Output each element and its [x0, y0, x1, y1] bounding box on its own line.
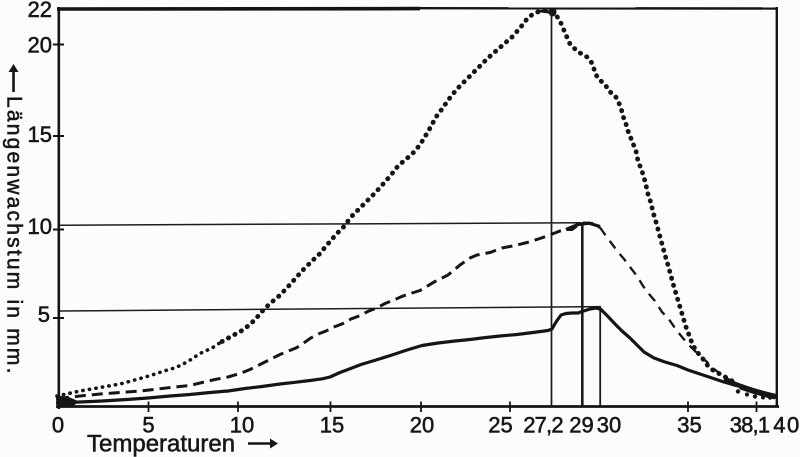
svg-text:5: 5 — [38, 302, 50, 327]
svg-text:Längenwachstum in mm.: Längenwachstum in mm. — [3, 96, 26, 376]
svg-text:0: 0 — [52, 413, 64, 438]
svg-text:5: 5 — [142, 413, 154, 438]
svg-text:10: 10 — [28, 214, 52, 239]
svg-text:38,1: 38,1 — [730, 413, 770, 438]
svg-text:40: 40 — [773, 413, 800, 438]
svg-text:15: 15 — [28, 122, 52, 147]
svg-text:20: 20 — [28, 33, 52, 58]
svg-text:30: 30 — [597, 413, 621, 438]
svg-text:25: 25 — [488, 413, 512, 438]
svg-text:15: 15 — [320, 413, 344, 438]
svg-text:27,2: 27,2 — [523, 413, 563, 438]
svg-text:Temperaturen: Temperaturen — [87, 431, 235, 457]
svg-text:22: 22 — [28, 0, 52, 22]
svg-text:10: 10 — [230, 413, 254, 438]
svg-text:20: 20 — [410, 413, 434, 438]
svg-text:29: 29 — [569, 413, 593, 438]
svg-text:35: 35 — [677, 413, 701, 438]
